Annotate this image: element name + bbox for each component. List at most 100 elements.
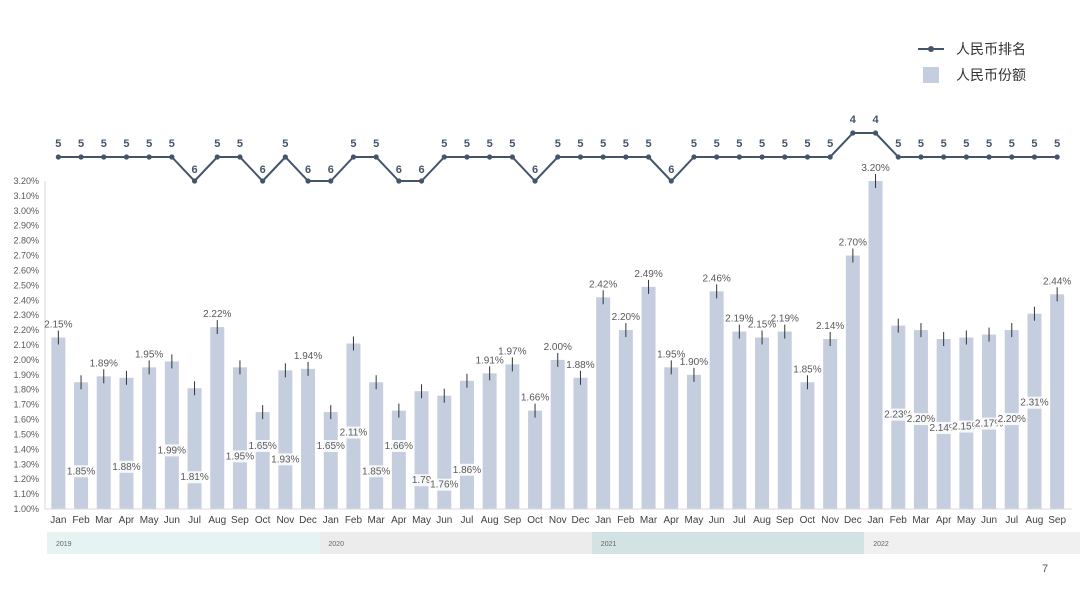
rank-label: 5 <box>963 138 969 150</box>
rank-label: 5 <box>645 138 651 150</box>
y-tick-label: 2.00% <box>13 355 39 365</box>
rank-label: 5 <box>714 138 720 150</box>
value-label: 2.15% <box>952 422 980 433</box>
x-tick-label: Sep <box>776 515 794 526</box>
x-tick-label: Nov <box>276 515 294 526</box>
value-label-bg <box>315 440 346 452</box>
value-label-bg <box>996 413 1027 426</box>
share-bar <box>664 367 679 509</box>
rank-label: 5 <box>1009 138 1015 150</box>
year-band-label: 2022 <box>873 541 889 548</box>
value-label: 1.95% <box>135 349 163 360</box>
y-tick-label: 3.20% <box>13 176 39 186</box>
x-tick-label: Jul <box>1005 515 1018 526</box>
share-bar <box>51 337 66 509</box>
rank-point <box>350 154 357 160</box>
value-label: 2.19% <box>725 314 753 325</box>
value-label-bg <box>156 444 187 457</box>
share-bar <box>301 368 316 509</box>
rank-label: 5 <box>282 138 288 150</box>
legend: 人民币排名 人民币份额 <box>918 36 1026 88</box>
value-label-bg <box>429 478 460 491</box>
y-tick-label: 2.70% <box>13 251 39 261</box>
share-bar <box>437 395 452 509</box>
rank-point <box>691 154 697 160</box>
y-tick-label: 2.80% <box>13 236 39 246</box>
share-bar <box>119 377 134 509</box>
x-tick-label: Mar <box>912 515 930 526</box>
value-label: 2.20% <box>907 414 935 425</box>
rank-point <box>895 154 901 160</box>
rank-point <box>714 154 720 160</box>
x-tick-label: Dec <box>844 515 862 526</box>
rank-label: 5 <box>464 138 470 150</box>
share-bar <box>255 412 270 509</box>
x-tick-label: Feb <box>345 515 363 526</box>
rank-label: 5 <box>600 138 606 150</box>
x-tick-label: Mar <box>640 515 658 526</box>
rank-label: 6 <box>328 164 334 176</box>
rank-label: 5 <box>555 138 561 150</box>
x-tick-label: Jun <box>709 515 725 526</box>
rank-point <box>941 154 947 160</box>
x-tick-label: May <box>140 515 159 526</box>
share-bar <box>459 380 474 509</box>
share-bar <box>74 382 89 509</box>
rank-label: 5 <box>487 138 493 150</box>
value-label-bg <box>224 450 255 463</box>
value-label-bg <box>974 417 1005 430</box>
rank-point <box>759 154 765 160</box>
share-bar <box>1027 313 1042 509</box>
value-label: 1.90% <box>680 357 708 368</box>
rank-point <box>191 178 198 184</box>
value-label-bg <box>928 422 959 435</box>
x-tick-label: Aug <box>208 515 226 526</box>
rank-point <box>418 178 425 184</box>
x-tick-label: Jan <box>50 515 66 526</box>
value-label: 2.15% <box>748 320 776 331</box>
rank-point <box>555 154 561 160</box>
rank-point <box>963 154 969 160</box>
rank-point <box>850 130 856 136</box>
share-bar <box>868 181 883 509</box>
share-bar <box>641 286 656 509</box>
rank-point <box>282 154 288 160</box>
value-label-bg <box>270 453 301 466</box>
value-label: 1.65% <box>317 441 345 452</box>
y-tick-label: 2.30% <box>13 310 39 320</box>
share-bar <box>323 412 338 509</box>
rank-point <box>509 154 515 160</box>
rank-point <box>260 178 266 184</box>
rank-point <box>487 154 493 160</box>
share-bar <box>573 377 588 509</box>
share-bar <box>96 376 111 509</box>
rank-label: 5 <box>123 138 129 150</box>
x-tick-label: Apr <box>936 515 952 526</box>
value-label: 1.79 <box>412 475 432 486</box>
x-tick-label: Sep <box>231 515 249 526</box>
value-label: 1.65% <box>248 441 276 452</box>
rank-label: 4 <box>850 114 857 126</box>
rank-point <box>78 154 84 160</box>
rank-point <box>237 154 243 160</box>
rank-point <box>328 178 334 184</box>
rank-label: 5 <box>55 138 61 150</box>
share-bar <box>391 410 406 509</box>
value-label-bg <box>883 408 914 421</box>
year-band <box>47 532 320 554</box>
share-bar <box>845 255 860 509</box>
rank-point <box>782 154 788 160</box>
bar-swatch-icon <box>923 67 939 83</box>
value-label-bg <box>905 413 936 426</box>
rank-label: 5 <box>146 138 152 150</box>
value-label-bg <box>179 471 210 484</box>
x-axis: Jan Feb Mar Apr May Jun Jul Aug Sep Oct Nov Dec Jan F… <box>45 508 1072 526</box>
y-axis: 3.20% 3.10% 3.00% 2.90% 2.80% 2.70% 2.60% 2.50%… <box>13 176 46 514</box>
value-label: 2.15% <box>44 320 72 331</box>
value-label: 2.00% <box>544 342 572 353</box>
y-tick-label: 1.60% <box>13 415 39 425</box>
y-tick-label: 2.40% <box>13 295 39 305</box>
rank-point <box>464 154 470 160</box>
rank-label: 6 <box>668 164 674 176</box>
value-label: 2.14% <box>929 423 957 434</box>
